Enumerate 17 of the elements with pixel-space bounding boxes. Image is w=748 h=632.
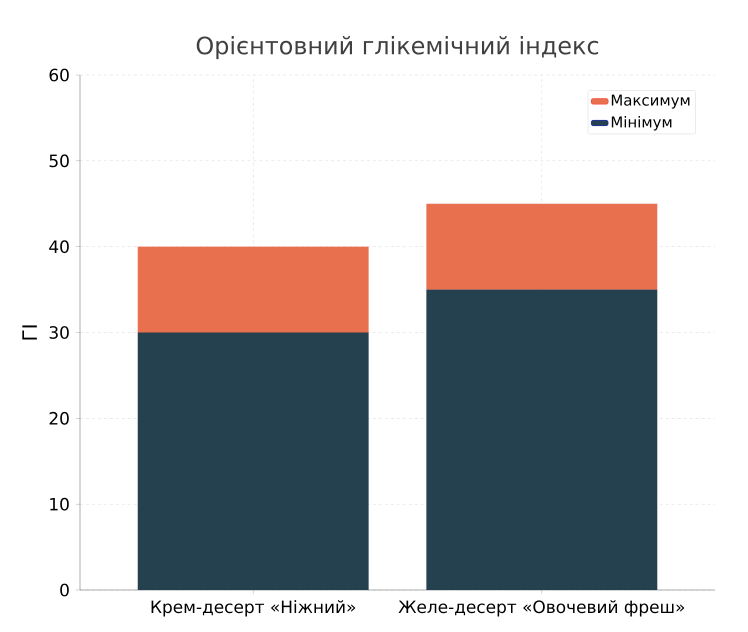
y-tick-label: 20 (50, 412, 69, 425)
y-tick-label: 10 (50, 498, 69, 511)
bar (426, 204, 658, 290)
y-tick-label: 40 (49, 240, 69, 254)
y-tick-label: 30 (50, 326, 69, 339)
legend-label: Мінімум (612, 116, 672, 131)
y-axis-title: ГІ (22, 325, 37, 340)
bar (138, 332, 369, 590)
y-tick-label: 50 (50, 154, 69, 168)
y-tick-label: 0 (60, 584, 69, 596)
bar (138, 246, 369, 332)
x-tick-label: Крем-десерт «Ніжний» (152, 600, 356, 616)
x-tick-label: Желе-десерт «Овочевий фреш» (398, 600, 684, 616)
bar (426, 290, 658, 590)
y-tick-label: 60 (50, 68, 69, 82)
legend-label: Максимум (612, 94, 690, 109)
chart-title: Орієнтовний глікемічний індекс (196, 36, 598, 60)
